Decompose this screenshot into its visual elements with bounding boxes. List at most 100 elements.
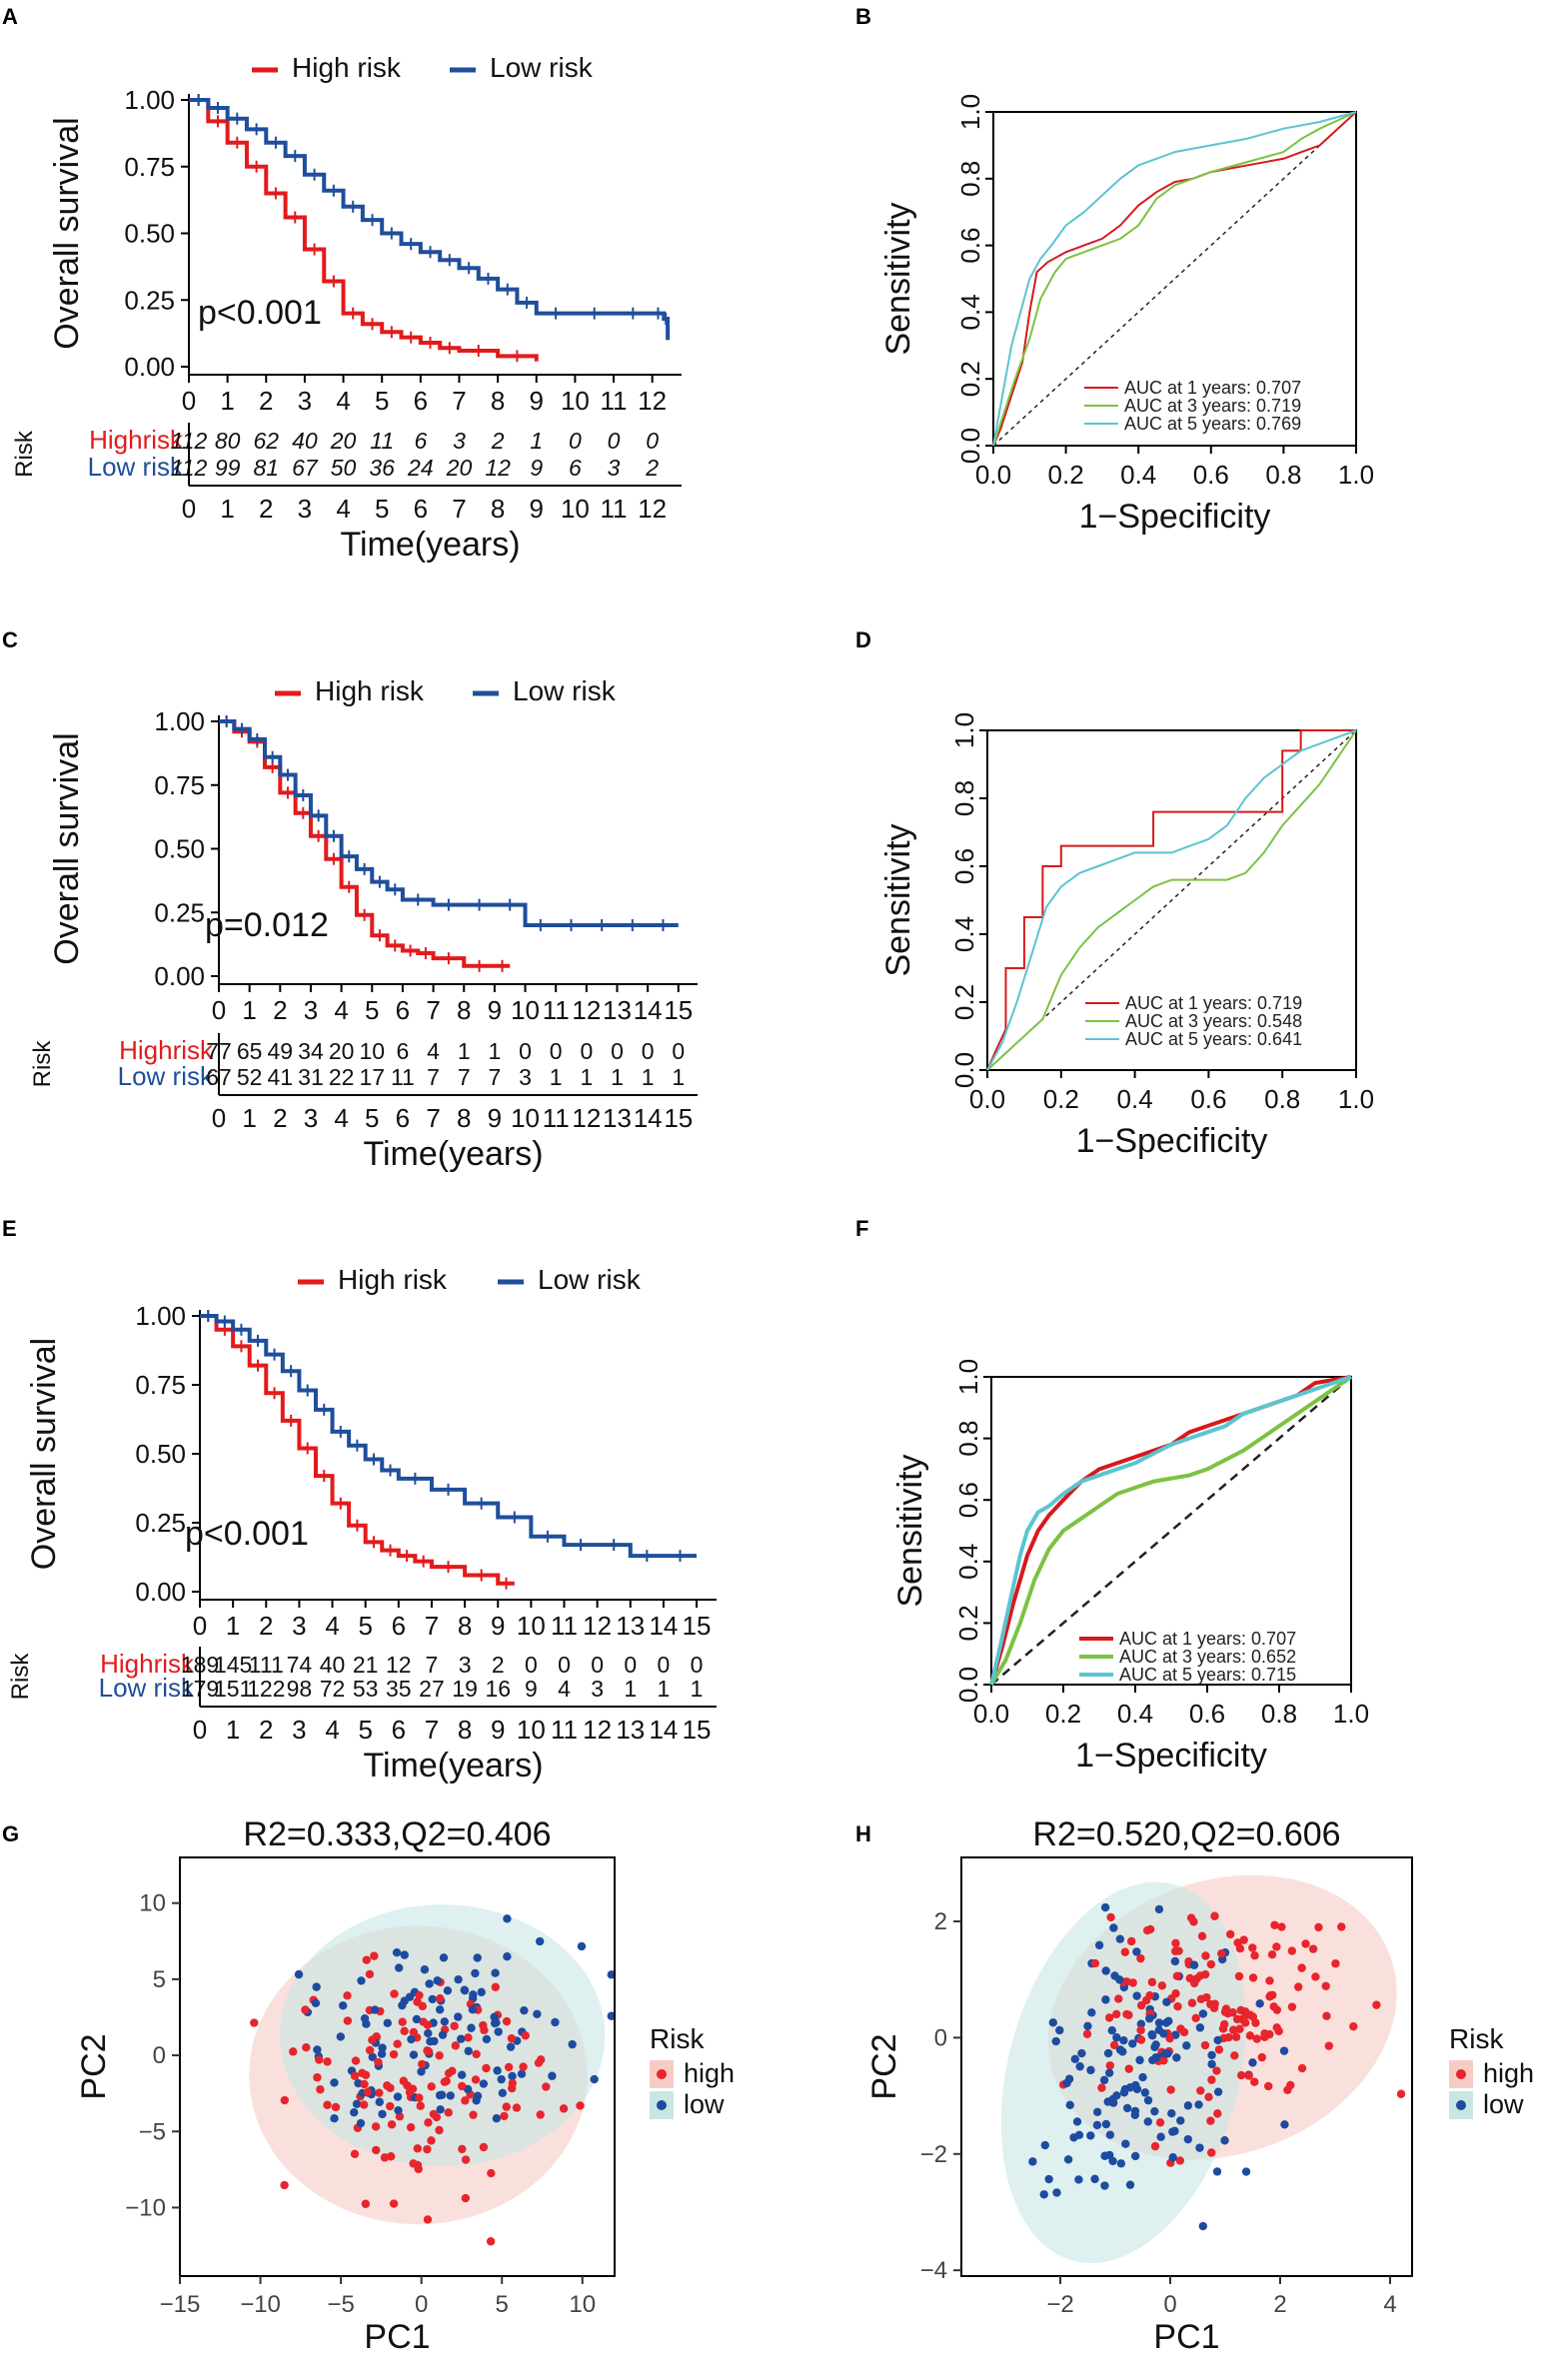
risk-count: 3 [453, 428, 466, 454]
scatter-point-low [1143, 2117, 1152, 2126]
legend-label-roc1: AUC at 1 years: 0.719 [1125, 993, 1302, 1013]
x-tick-label: 0.4 [1120, 460, 1156, 490]
scatter-point-low [1136, 2019, 1146, 2028]
legend-label-low: low [1483, 2089, 1524, 2119]
y-axis-label: PC2 [75, 2033, 113, 2099]
scatter-point-high [387, 2120, 397, 2129]
risk-count: 0 [580, 1038, 593, 1064]
scatter-point-high [1337, 1922, 1346, 1931]
scatter-point-high [1204, 2092, 1213, 2102]
legend-label-roc3: AUC at 3 years: 0.652 [1119, 1647, 1296, 1667]
scatter-point-high [1207, 2075, 1216, 2084]
scatter-point-low [548, 2071, 557, 2080]
scatter-point-low [1048, 2018, 1058, 2027]
scatter-point-high [1229, 2025, 1238, 2034]
risk-count: 34 [298, 1038, 324, 1064]
scatter-point-low [1159, 2029, 1168, 2038]
scatter-point-high [507, 2034, 517, 2043]
scatter-point-high [323, 2100, 332, 2109]
x-axis-label: 1−Specificity [1079, 498, 1271, 536]
scatter-point-low [1195, 2023, 1205, 2032]
y-axis-label: Sensitivity [879, 202, 917, 355]
scatter-point-high [301, 2005, 310, 2014]
scatter-point-high [1331, 1959, 1340, 1968]
scatter-point-low [439, 1953, 449, 1962]
plot-frame [990, 1376, 1352, 1686]
risk-x-tick-label: 13 [603, 1103, 632, 1133]
scatter-point-high [1265, 1976, 1274, 1985]
scatter-point-low [493, 2066, 502, 2075]
scatter-point-low [357, 1976, 366, 1985]
km-curve-high-risk [189, 98, 539, 362]
risk-count: 21 [353, 1652, 379, 1678]
x-tick-label: 4 [325, 1611, 339, 1641]
scatter-point-high [436, 1993, 445, 2003]
x-tick-label: 10 [561, 386, 590, 416]
scatter-point-low [424, 2028, 433, 2038]
scatter-point-low [356, 2118, 366, 2128]
scatter-point-high [536, 2110, 545, 2119]
risk-count: 20 [329, 1038, 355, 1064]
scatter-point-high [432, 2112, 442, 2122]
scatter-point-high [534, 2058, 544, 2067]
diagonal-reference-line [990, 1376, 1352, 1686]
x-tick-label: 0.8 [1265, 460, 1301, 490]
legend-key-dot-low [1456, 2100, 1466, 2110]
scatter-point-high [1179, 2027, 1189, 2037]
legend-label-roc1: AUC at 1 years: 0.707 [1119, 1629, 1296, 1649]
scatter-point-low [1130, 2110, 1139, 2120]
scatter-point-high [1201, 1951, 1210, 1960]
risk-count: 6 [414, 428, 427, 454]
scatter-point-high [1112, 2009, 1121, 2019]
scatter-point-low [1086, 2131, 1095, 2140]
scatter-point-high [482, 2063, 491, 2073]
scatter-point-high [418, 2001, 428, 2011]
roc-curve-roc5 [986, 729, 1357, 1071]
x-tick-label: 0 [415, 2291, 428, 2318]
scatter-point-low [350, 2107, 359, 2117]
scatter-point-low [383, 2018, 392, 2027]
scatter-point-low [1280, 2120, 1289, 2129]
scatter-point-low [1063, 2155, 1073, 2164]
scatter-point-low [1132, 1947, 1141, 1956]
y-tick-label: −2 [920, 2141, 947, 2168]
scatter-point-high [448, 2066, 457, 2076]
diagonal-reference-line [992, 111, 1357, 447]
risk-x-tick-label: 14 [649, 1715, 678, 1745]
scatter-point-high [471, 2075, 481, 2084]
legend-label-high: high [1483, 2058, 1534, 2088]
roc-curve-roc5 [989, 1375, 1352, 1686]
y-tick-label: 0.4 [949, 916, 979, 952]
scatter-point-low [1055, 2025, 1064, 2035]
scatter-point-low [479, 2079, 489, 2088]
scatter-point-high [1231, 2032, 1241, 2041]
risk-count: 27 [419, 1676, 445, 1702]
scatter-point-high [1257, 2052, 1266, 2062]
y-tick-label: 0.2 [953, 1605, 983, 1641]
risk-x-tick-label: 11 [543, 1103, 570, 1133]
scatter-point-high [1136, 1953, 1145, 1963]
scatter-point-low [1212, 2167, 1222, 2176]
scatter-point-high [1124, 2064, 1133, 2073]
scatter-point-low [494, 2027, 503, 2036]
scatter-point-low [551, 2017, 560, 2027]
roc-curve-roc1 [992, 111, 1357, 447]
scatter-point-low [1194, 2100, 1203, 2109]
scatter-point-high [479, 2142, 489, 2152]
scatter-point-low [352, 2099, 362, 2108]
scatter-point-low [426, 2037, 435, 2046]
y-tick-label: 2 [934, 1908, 947, 1935]
scatter-point-low [517, 2069, 527, 2078]
risk-x-tick-label: 3 [298, 494, 312, 524]
x-axis-label: 1−Specificity [1075, 1737, 1267, 1775]
risk-count: 67 [292, 455, 319, 481]
scatter-point-high [1187, 1998, 1197, 2007]
scatter-point-low [491, 1968, 500, 1977]
x-tick-label: 10 [569, 2291, 596, 2318]
scatter-point-low [1170, 1956, 1180, 1966]
scatter-point-low [446, 2091, 455, 2100]
scatter-point-low [311, 1998, 321, 2008]
x-tick-label: 1 [226, 1611, 240, 1641]
y-tick-label: 0.50 [154, 834, 205, 864]
scatter-point-high [1287, 1946, 1297, 1955]
